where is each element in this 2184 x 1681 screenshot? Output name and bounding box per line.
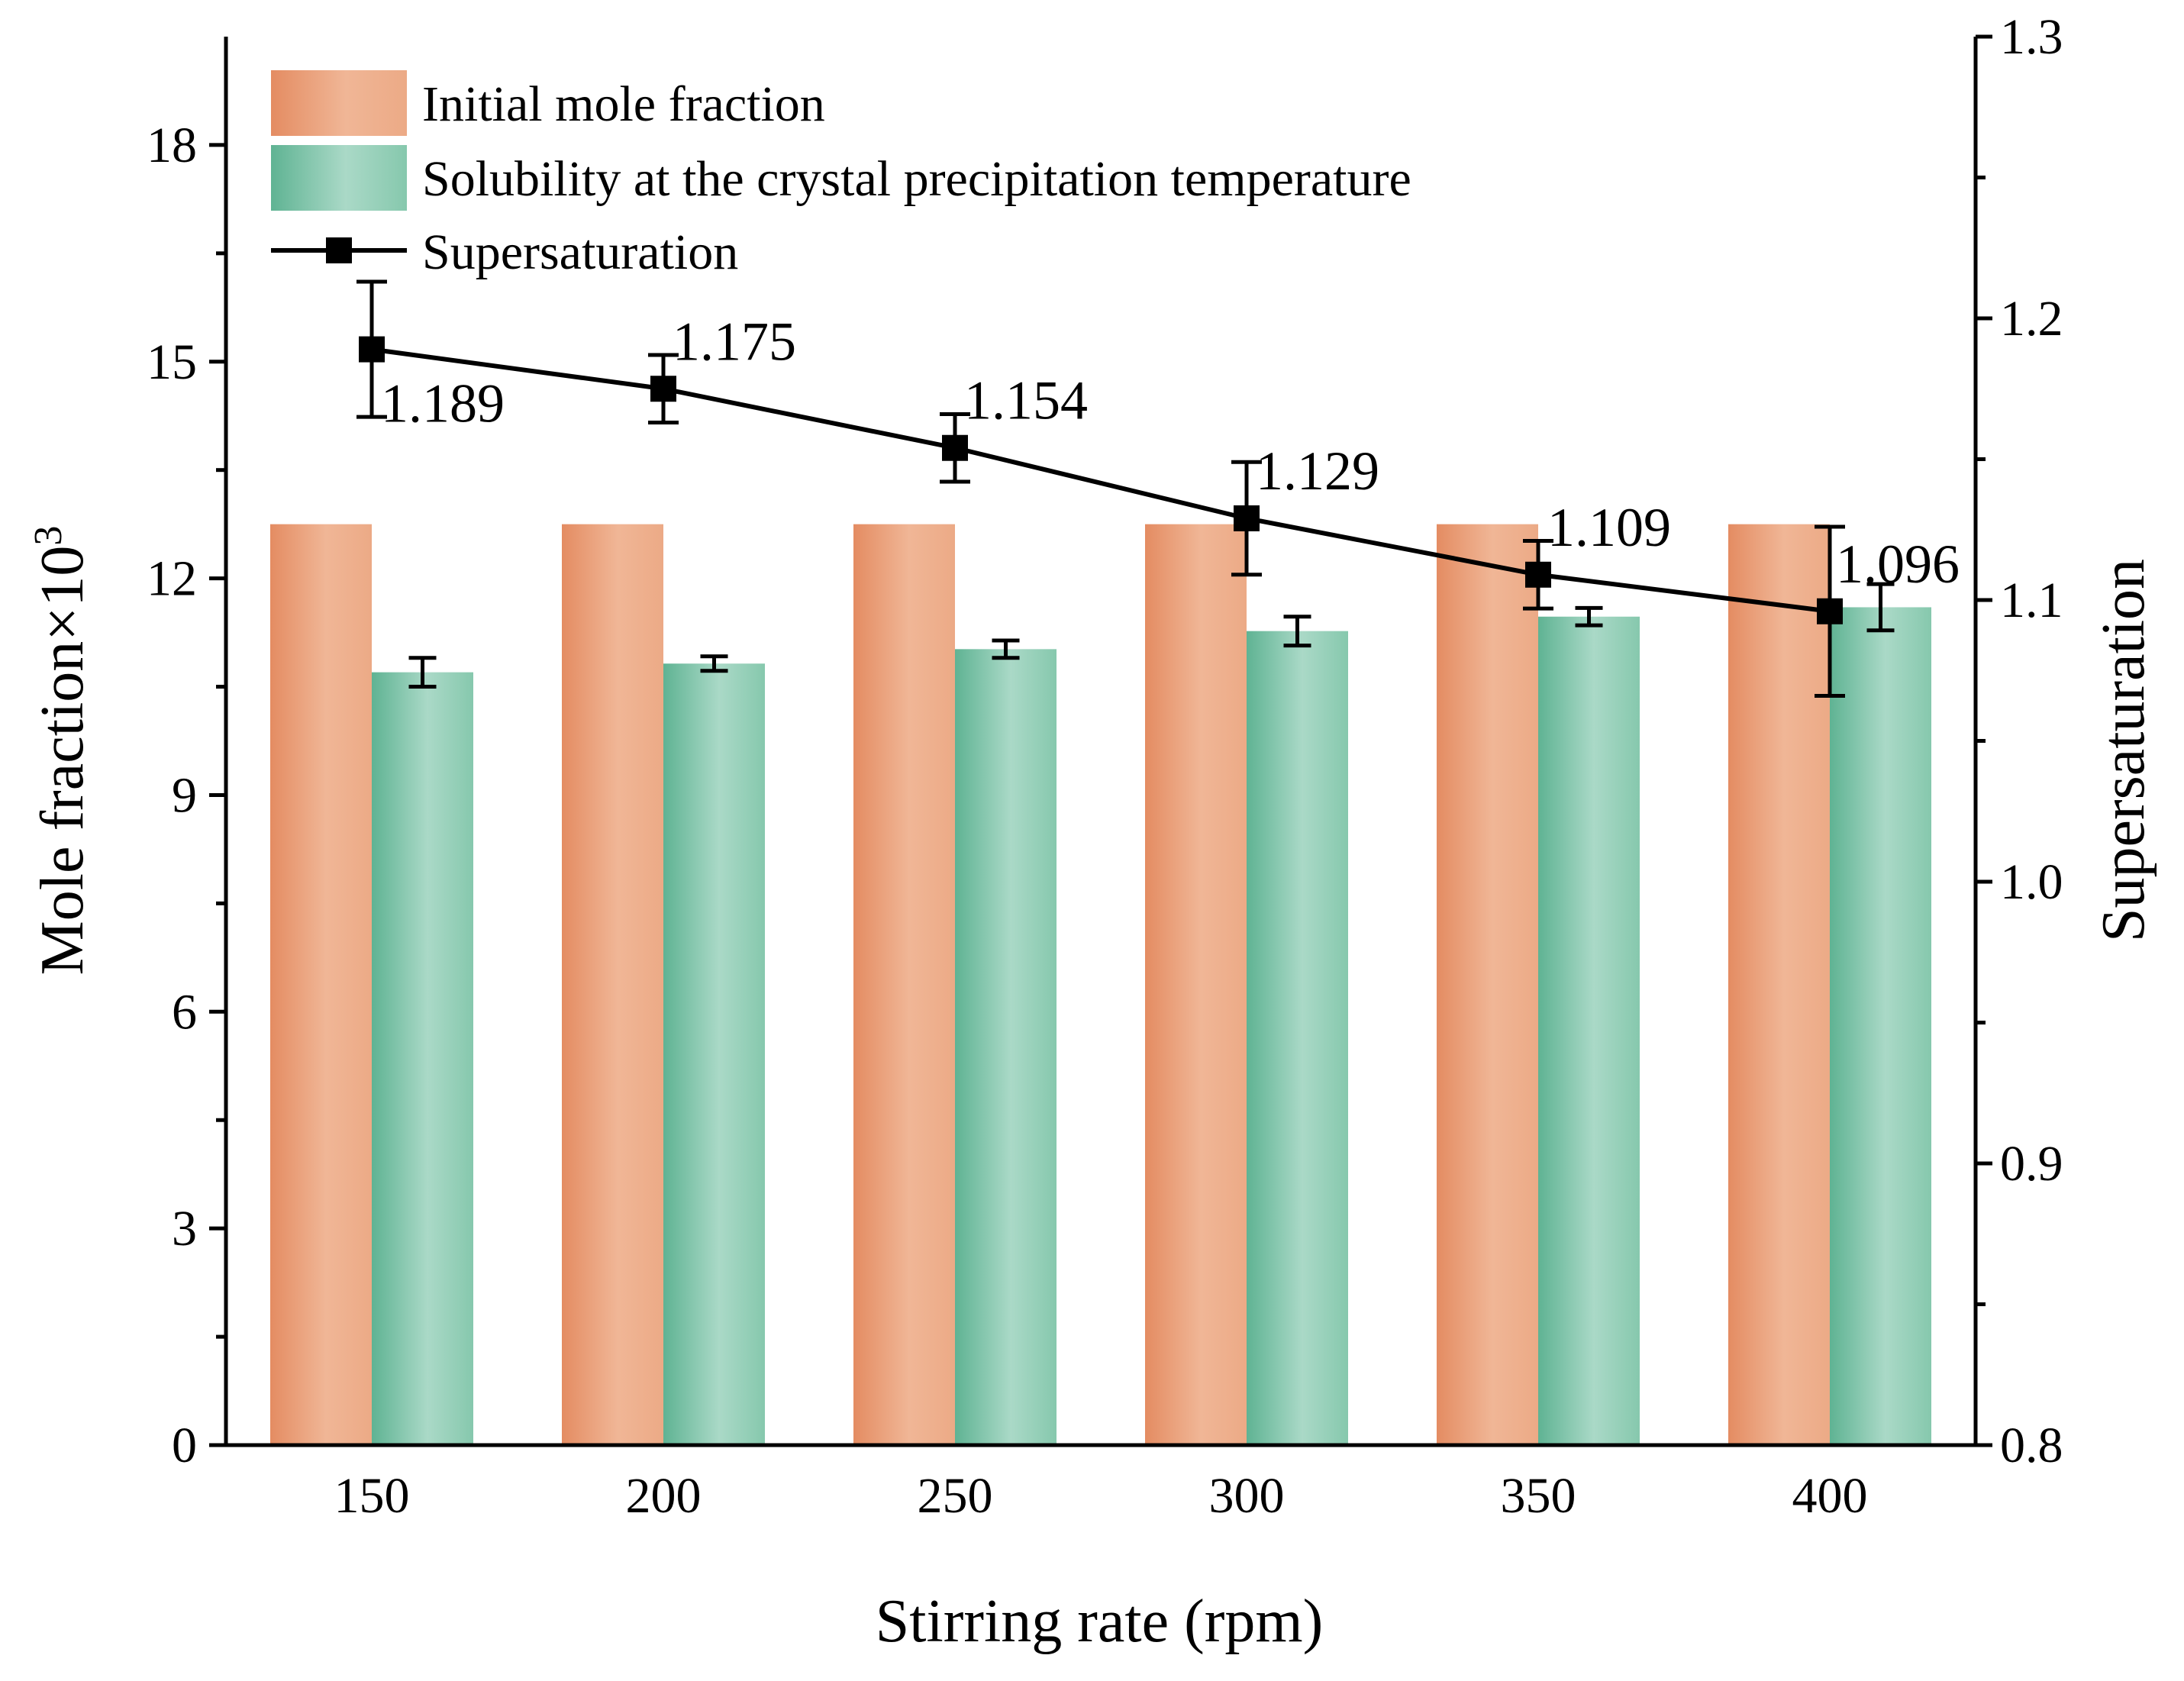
y-tick-label-9: 9: [172, 767, 197, 823]
y2-tick-label-0.8: 0.8: [2000, 1418, 2063, 1473]
x-tick-label-150: 150: [334, 1468, 410, 1524]
legend-swatch-solubility: [271, 145, 407, 211]
data-label-supersaturation-200: 1.175: [673, 311, 796, 372]
y-tick-label-15: 15: [147, 334, 197, 390]
y2-tick-label-1.3: 1.3: [2000, 9, 2063, 65]
y-tick-label-12: 12: [147, 551, 197, 607]
supersaturation-line-layer: 1.189 1.175 1.154 1.129 1.109 1.096: [356, 279, 1960, 698]
x-tick-label-200: 200: [626, 1468, 702, 1524]
bars-layer: [270, 524, 1931, 1446]
errorbar-solubility-200: [700, 654, 728, 673]
errorbar-solubility-400: [1866, 582, 1895, 633]
point-supersaturation-250: [942, 434, 968, 461]
data-label-supersaturation-300: 1.129: [1256, 440, 1379, 502]
errorbar-solubility-350: [1575, 605, 1603, 628]
point-supersaturation-150: [359, 336, 385, 363]
errorbar-solubility-150: [408, 656, 437, 689]
point-supersaturation-400: [1817, 598, 1843, 624]
legend-label-solubility: Solubility at the crystal precipitation …: [422, 151, 1411, 207]
bar-solubility-300: [1247, 631, 1348, 1446]
bar-solubility-400: [1830, 607, 1931, 1445]
point-supersaturation-200: [650, 376, 676, 402]
bar-solubility-150: [372, 672, 473, 1445]
bar-solubility-200: [663, 663, 765, 1445]
y-tick-label-3: 3: [172, 1201, 197, 1257]
legend-label-initial: Initial mole fraction: [422, 76, 825, 132]
y2-tick-label-1.2: 1.2: [2000, 291, 2063, 347]
x-tick-label-350: 350: [1501, 1468, 1576, 1524]
y-tick-label-6: 6: [172, 984, 197, 1040]
point-supersaturation-300: [1234, 505, 1260, 531]
bar-initial-400: [1728, 524, 1830, 1446]
legend-marker-supersaturation: [326, 237, 352, 263]
legend-label-supersaturation: Supersaturation: [422, 224, 738, 280]
point-supersaturation-350: [1525, 561, 1551, 588]
bar-initial-300: [1145, 524, 1247, 1446]
data-label-supersaturation-400: 1.096: [1836, 534, 1960, 595]
y2-tick-label-1.0: 1.0: [2000, 854, 2063, 910]
x-tick-label-300: 300: [1209, 1468, 1285, 1524]
legend: Initial mole fraction Solubility at the …: [271, 70, 1411, 280]
data-label-supersaturation-350: 1.109: [1547, 497, 1671, 558]
x-tick-label-250: 250: [918, 1468, 993, 1524]
bar-initial-250: [853, 524, 955, 1446]
bar-solubility-250: [955, 649, 1057, 1446]
y2-tick-label-0.9: 0.9: [2000, 1136, 2063, 1192]
errorbar-solubility-250: [992, 638, 1020, 660]
legend-swatch-initial: [271, 70, 407, 136]
y-tick-label-18: 18: [147, 118, 197, 173]
y-axis-title: Mole fraction×103: [27, 526, 97, 976]
x-tick-label-400: 400: [1792, 1468, 1868, 1524]
ticks-layer: 0 3 6 9 12 15 18 0.8 0.9 1.0 1.1 1.2 1.3 150 200 250 300…: [147, 9, 2063, 1524]
errorbar-solubility-300: [1283, 615, 1311, 648]
y2-axis-title: Supersaturation: [2090, 559, 2157, 942]
bar-initial-200: [562, 524, 663, 1446]
bar-errorbars-layer: [408, 582, 1895, 689]
y2-tick-label-1.1: 1.1: [2000, 573, 2063, 628]
bar-initial-350: [1437, 524, 1538, 1446]
y-tick-label-0: 0: [172, 1418, 197, 1473]
bar-solubility-350: [1538, 616, 1640, 1446]
supersaturation-line: [371, 347, 1831, 614]
data-label-supersaturation-150: 1.189: [381, 373, 505, 434]
x-axis-title: Stirring rate (rpm): [876, 1588, 1323, 1655]
bar-initial-150: [270, 524, 372, 1446]
data-label-supersaturation-250: 1.154: [964, 370, 1088, 431]
